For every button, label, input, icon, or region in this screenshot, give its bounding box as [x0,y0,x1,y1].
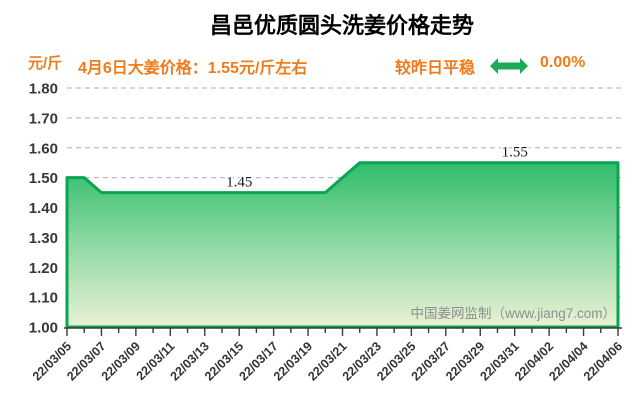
y-tick-label: 1.30 [29,230,58,247]
flat-trend-arrow-shape [490,58,528,74]
chart-title: 昌邑优质圆头洗姜价格走势 [209,13,475,38]
axis-layer [64,327,622,336]
trend-percent: 0.00% [540,54,586,71]
price-note: 4月6日大姜价格：1.55元/斤左右 [78,60,308,77]
area-series-layer [65,161,620,329]
y-tick-label: 1.80 [29,81,58,98]
data-point-label: 1.45 [226,175,252,191]
y-axis-unit-label: 元/斤 [28,55,63,72]
price-area-shape [65,161,620,329]
y-tick-label: 1.20 [29,260,58,277]
x-tick-label: 22/04/06 [581,339,625,383]
watermark-text: 中国姜网监制（www.jiang7.com） [410,306,616,321]
y-tick-label: 1.50 [29,170,58,187]
y-tick-label: 1.60 [29,140,58,157]
trend-label: 较昨日平稳 [395,60,476,77]
flat-trend-arrow-icon [490,58,528,74]
y-tick-label: 1.10 [29,290,58,307]
y-tick-label: 1.40 [29,200,58,217]
data-point-label: 1.55 [502,145,528,161]
y-tick-label: 1.70 [29,110,58,127]
y-tick-label: 1.00 [29,320,58,337]
